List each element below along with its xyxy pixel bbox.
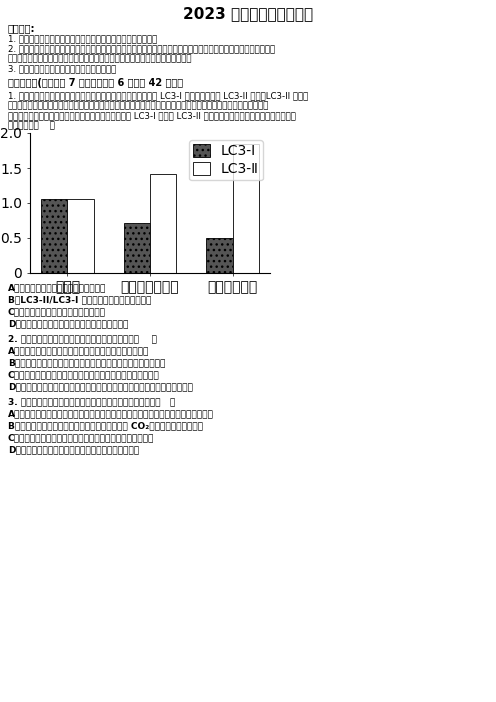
Text: · · ·: · · · — [60, 131, 74, 140]
Text: 3. 生物学与我们的生产、生活息息相关，下列说法错误的是（   ）: 3. 生物学与我们的生产、生活息息相关，下列说法错误的是（ ） — [8, 397, 175, 406]
Bar — [124, 223, 150, 273]
Text: B．LC3-II/LC3-I 的比值随运动强度增大而增大: B．LC3-II/LC3-I 的比值随运动强度增大而增大 — [8, 295, 151, 304]
Text: 注意事项:: 注意事项: — [8, 23, 36, 33]
Text: D．尽管变异具有不定向性，但是控制圆粒的基因不能突变为控制绿色的基因: D．尽管变异具有不定向性，但是控制圆粒的基因不能突变为控制绿色的基因 — [8, 382, 193, 391]
Text: 1. 答卷前，考生务必将自己的姓名、准考证号填写在答题卡上。: 1. 答卷前，考生务必将自己的姓名、准考证号填写在答题卡上。 — [8, 34, 157, 43]
Text: 1. 线粒体自噬时，内质网膜包裹损伤的线粒体形成自噬体，此时 LC3-I 蛋白被修饰形成 LC3-II 蛋白，LC3-II 蛋白促: 1. 线粒体自噬时，内质网膜包裹损伤的线粒体形成自噬体，此时 LC3-I 蛋白被… — [8, 91, 308, 100]
Bar — [67, 199, 94, 273]
Text: C．运动可以抑制大鼠细胞的线粒体自噬: C．运动可以抑制大鼠细胞的线粒体自噬 — [8, 307, 106, 316]
Bar — [41, 199, 67, 273]
Bar — [233, 143, 259, 273]
Text: 3. 考试结束后，将本试卷和答题卡一并交回。: 3. 考试结束后，将本试卷和答题卡一并交回。 — [8, 64, 116, 73]
Text: A．用显微镜观察基因突变的位置，最好选择有丝分裂中期: A．用显微镜观察基因突变的位置，最好选择有丝分裂中期 — [8, 346, 149, 355]
Text: B．给作物施底肥，既能防止土壤板结，又能提高 CO₂浓度，有利于作物增产: B．给作物施底肥，既能防止土壤板结，又能提高 CO₂浓度，有利于作物增产 — [8, 421, 203, 430]
Text: 2023 年高考生物模拟试卷: 2023 年高考生物模拟试卷 — [183, 6, 313, 21]
Text: 大强度运动组，训练一段时间后，测量大鼠腓肠肌细胞 LC3-I 蛋白和 LC3-II 蛋白的相对含量，结果如下图，下列叙述: 大强度运动组，训练一段时间后，测量大鼠腓肠肌细胞 LC3-I 蛋白和 LC3-I… — [8, 111, 296, 120]
Text: 一、选择题(本大题共 7 小题，每小题 6 分，共 42 分。）: 一、选择题(本大题共 7 小题，每小题 6 分，共 42 分。） — [8, 78, 183, 88]
Text: A．自噬体与溶酶体融合依赖膜的流动性: A．自噬体与溶酶体融合依赖膜的流动性 — [8, 283, 106, 292]
Text: C．白化病患者体内酪氨酸酶活性降低，从而表现出白化症状: C．白化病患者体内酪氨酸酶活性降低，从而表现出白化症状 — [8, 433, 154, 442]
Text: 选涂其它答案标号。回答非选择题时，将答案写在答题卡上，写在本试卷上无效。: 选涂其它答案标号。回答非选择题时，将答案写在答题卡上，写在本试卷上无效。 — [8, 54, 192, 63]
Text: 使自噬体与溶酶体融合，完成损伤的线粒体降解。研究人员选取周龄一致的大鼠腓肌分为对照组、中等强度运动组和: 使自噬体与溶酶体融合，完成损伤的线粒体降解。研究人员选取周龄一致的大鼠腓肌分为对… — [8, 101, 269, 110]
Text: 2. 回答选择题时，选出每小题答案后，用铅笔把答题卡上对应题目的答案标号涂黑。如需改动，用橡皮擦干净后，再: 2. 回答选择题时，选出每小题答案后，用铅笔把答题卡上对应题目的答案标号涂黑。如… — [8, 44, 275, 53]
Bar — [206, 238, 233, 273]
Text: D．溶酶体内的水解酶能分解衰老、损伤的线粒体: D．溶酶体内的水解酶能分解衰老、损伤的线粒体 — [8, 319, 128, 328]
Text: 2. 下列有关生物的变异与进化的叙述中，正确的是（    ）: 2. 下列有关生物的变异与进化的叙述中，正确的是（ ） — [8, 334, 157, 343]
Legend: LC3-Ⅰ, LC3-Ⅱ: LC3-Ⅰ, LC3-Ⅱ — [189, 140, 263, 180]
Text: D．输入葡萄糖盐水是治疗急性肠炎病人最常见的方法: D．输入葡萄糖盐水是治疗急性肠炎病人最常见的方法 — [8, 445, 139, 454]
Bar — [150, 173, 177, 273]
Text: C．某豚鼠种群基因频率发生了很大改变，说明新物种已经诞生: C．某豚鼠种群基因频率发生了很大改变，说明新物种已经诞生 — [8, 370, 160, 379]
Text: A．硅尘能破坏溶酶体膜，使其中的水解酶释放出来，破坏细胞结构，从而使人得硅肺: A．硅尘能破坏溶酶体膜，使其中的水解酶释放出来，破坏细胞结构，从而使人得硅肺 — [8, 409, 214, 418]
Text: B．某绵羊的背部出现一块黑斑，这很可能是生物细胞突变引起的: B．某绵羊的背部出现一块黑斑，这很可能是生物细胞突变引起的 — [8, 358, 165, 367]
Text: 不正确的是（    ）: 不正确的是（ ） — [8, 121, 55, 130]
